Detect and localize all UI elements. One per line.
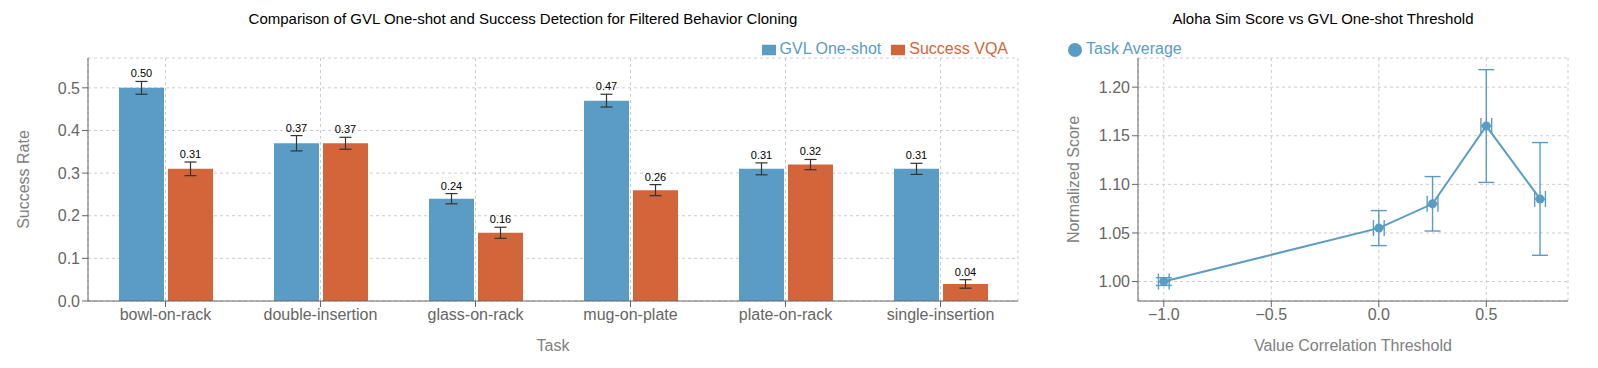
svg-text:0.31: 0.31 — [751, 149, 772, 161]
svg-text:Value Correlation Threshold: Value Correlation Threshold — [1254, 337, 1452, 354]
html-text:Success VQA: Success VQA — [909, 40, 1008, 57]
svg-text:0.3: 0.3 — [58, 165, 80, 182]
svg-text:0.32: 0.32 — [800, 145, 821, 157]
svg-text:0.24: 0.24 — [441, 180, 462, 192]
svg-text:0.2: 0.2 — [58, 207, 80, 224]
svg-text:plate-on-rack: plate-on-rack — [739, 306, 833, 323]
svg-text:single-insertion: single-insertion — [887, 306, 995, 323]
svg-text:0.5: 0.5 — [58, 80, 80, 97]
svg-text:0.37: 0.37 — [335, 123, 356, 135]
svg-text:0.4: 0.4 — [58, 122, 80, 139]
svg-text:1.00: 1.00 — [1099, 273, 1130, 290]
svg-text:1.10: 1.10 — [1099, 176, 1130, 193]
svg-text:0.5: 0.5 — [1475, 306, 1497, 323]
svg-text:0.1: 0.1 — [58, 250, 80, 267]
svg-text:glass-on-rack: glass-on-rack — [427, 306, 524, 323]
svg-text:0.26: 0.26 — [645, 171, 666, 183]
svg-text:0.31: 0.31 — [180, 148, 201, 160]
svg-text:Success Rate: Success Rate — [15, 130, 32, 229]
svg-text:0.31: 0.31 — [906, 149, 927, 161]
svg-text:0.16: 0.16 — [490, 213, 511, 225]
svg-text:0.04: 0.04 — [955, 266, 976, 278]
html-text:GVL One-shot: GVL One-shot — [779, 40, 882, 57]
html-text:Task Average: Task Average — [1086, 40, 1182, 57]
svg-text:0.0: 0.0 — [1368, 306, 1390, 323]
svg-text:−0.5: −0.5 — [1256, 306, 1288, 323]
svg-text:1.15: 1.15 — [1099, 127, 1130, 144]
html-text:Aloha Sim Score vs GVL One-sho: Aloha Sim Score vs GVL One-shot Threshol… — [1172, 10, 1474, 27]
svg-text:1.05: 1.05 — [1099, 225, 1130, 242]
svg-text:0.47: 0.47 — [596, 80, 617, 92]
svg-text:0.37: 0.37 — [286, 122, 307, 134]
svg-text:1.20: 1.20 — [1099, 79, 1130, 96]
svg-text:Task: Task — [537, 337, 571, 354]
svg-text:mug-on-plate: mug-on-plate — [583, 306, 677, 323]
html-text:Comparison of GVL One-shot and: Comparison of GVL One-shot and Success D… — [248, 10, 798, 27]
svg-text:−1.0: −1.0 — [1148, 306, 1180, 323]
svg-text:bowl-on-rack: bowl-on-rack — [120, 306, 213, 323]
svg-text:0.50: 0.50 — [131, 67, 152, 79]
svg-text:double-insertion: double-insertion — [264, 306, 378, 323]
svg-text:Normalized Score: Normalized Score — [1065, 116, 1082, 243]
svg-text:0.0: 0.0 — [58, 293, 80, 310]
